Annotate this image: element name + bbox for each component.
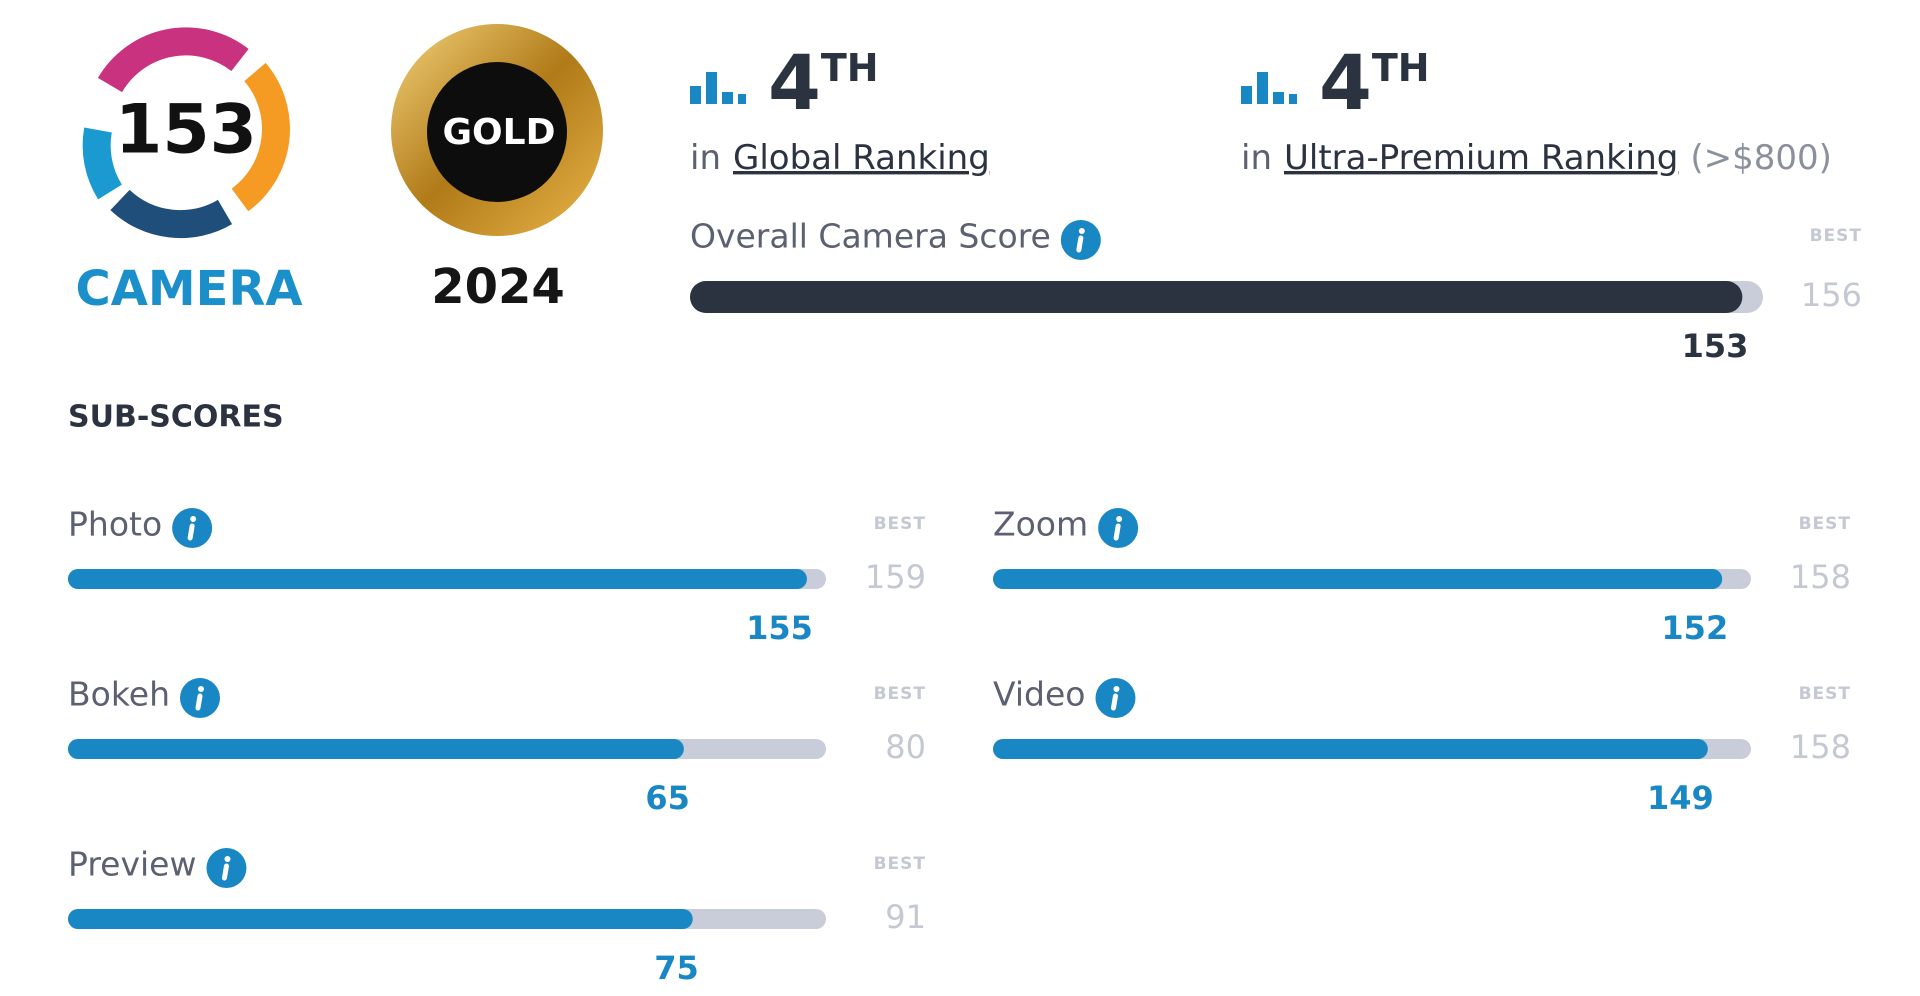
score-label: Overall Camera Score (690, 217, 1051, 256)
rank: 4TH (1319, 38, 1430, 127)
medal-center (427, 62, 567, 202)
info-icon-stem (221, 863, 229, 881)
score-value: 155 (746, 609, 813, 647)
score-value: 149 (1647, 779, 1714, 817)
score-label: Photo (68, 505, 162, 544)
score-bar (993, 569, 1723, 589)
ranking-caption: in Ultra-Premium Ranking (>$800) (1241, 138, 1832, 178)
best-value: 91 (885, 898, 926, 936)
score-label: Video (993, 675, 1085, 714)
rank: 4TH (768, 38, 879, 127)
best-value: 156 (1801, 276, 1862, 314)
best-label: BEST (874, 854, 926, 874)
best-label: BEST (874, 514, 926, 534)
score-bar (690, 281, 1743, 313)
score-bar (68, 909, 693, 929)
best-value: 158 (1790, 728, 1851, 766)
score-value: 152 (1661, 609, 1728, 647)
camera-badge: 153 CAMERA (75, 27, 303, 317)
info-icon-dot (190, 516, 197, 522)
info-icon-dot (197, 686, 204, 692)
info-icon-stem (187, 523, 195, 541)
score-label: Bokeh (68, 675, 170, 714)
ring-arc (97, 27, 249, 93)
ring-arc (110, 189, 233, 239)
ranking-caption: in Global Ranking (690, 138, 990, 178)
ring-arc (82, 127, 123, 200)
ranking-icon (1241, 72, 1297, 104)
score-value: 65 (645, 779, 690, 817)
info-icon-dot (224, 856, 231, 862)
score-bar (68, 739, 684, 759)
info-icon-stem (195, 693, 203, 711)
badge-score: 153 (115, 91, 257, 170)
best-value: 158 (1790, 558, 1851, 596)
info-icon-dot (1078, 228, 1085, 234)
score-label: Preview (68, 845, 196, 884)
best-label: BEST (1810, 226, 1862, 246)
badge-label: CAMERA (75, 261, 302, 317)
award-tier: GOLD (443, 112, 556, 153)
best-label: BEST (1799, 514, 1851, 534)
best-value: 159 (865, 558, 926, 596)
score-value: 153 (1682, 327, 1749, 365)
best-label: BEST (874, 684, 926, 704)
award-year: 2024 (431, 259, 565, 315)
score-bar (68, 569, 807, 589)
ranking: 4TH in Ultra-Premium Ranking (>$800) (1241, 38, 1832, 178)
best-label: BEST (1799, 684, 1851, 704)
info-icon-stem (1076, 235, 1084, 253)
score-label: Zoom (993, 505, 1088, 544)
badge-center (116, 60, 256, 200)
award-medal: GOLD 2024 (391, 24, 603, 315)
section-title: SUB-SCORES (68, 400, 284, 435)
ranking-link[interactable]: Ultra-Premium Ranking (1284, 138, 1678, 178)
best-value: 80 (885, 728, 926, 766)
ranking-icon (690, 72, 746, 104)
info-icon-stem (1110, 693, 1118, 711)
ranking-link[interactable]: Global Ranking (733, 138, 990, 178)
score-value: 75 (654, 949, 699, 987)
info-icon-stem (1113, 523, 1121, 541)
ranking: 4TH in Global Ranking (690, 38, 990, 178)
ring-arc (231, 62, 290, 212)
score-bar (993, 739, 1708, 759)
info-icon-dot (1113, 686, 1120, 692)
info-icon-dot (1116, 516, 1123, 522)
